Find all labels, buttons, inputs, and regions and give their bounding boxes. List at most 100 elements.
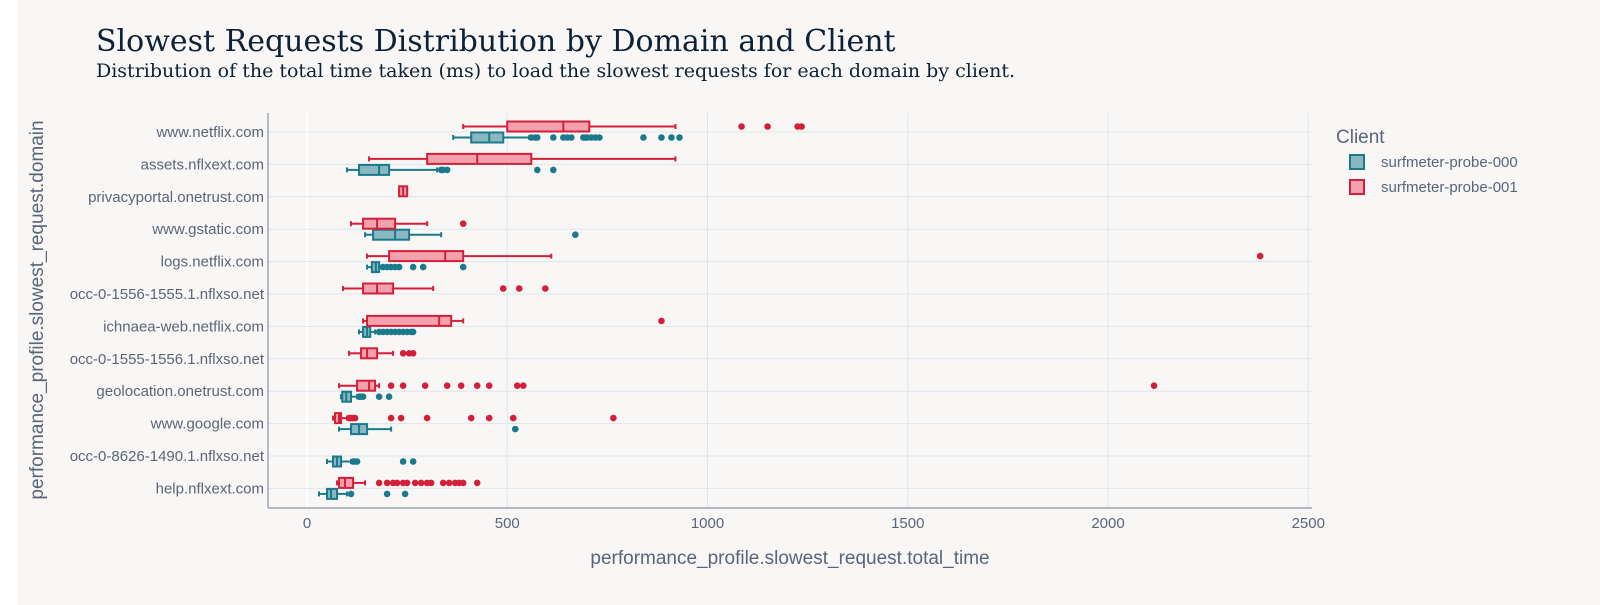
outlier-point	[411, 479, 419, 487]
box-surfmeter-probe-000-help.nflxext.com	[318, 487, 409, 500]
outlier-point	[409, 263, 417, 271]
y-tick-label: occ-0-1556-1555.1.nflxso.net	[70, 286, 265, 303]
outlier-point	[473, 479, 481, 487]
outlier-point	[572, 231, 579, 238]
outlier-point	[1150, 382, 1158, 390]
x-tick-label: 1000	[691, 515, 724, 532]
box-iqr	[362, 217, 397, 230]
outlier-point	[351, 414, 359, 422]
grid-lines	[268, 113, 1312, 508]
outlier-point	[459, 479, 467, 487]
outlier-point	[1256, 252, 1264, 260]
outlier-point	[439, 479, 447, 487]
y-tick-label: www.google.com	[150, 416, 264, 433]
outlier-point	[383, 479, 391, 487]
x-tick-label: 2500	[1292, 515, 1325, 532]
box-surfmeter-probe-000-www.google.com	[338, 423, 519, 436]
outlier-point	[798, 123, 805, 130]
outlier-point	[658, 134, 665, 141]
box-surfmeter-probe-000-www.gstatic.com	[364, 228, 579, 241]
outlier-point	[640, 134, 647, 141]
legend-title: Client	[1336, 127, 1385, 148]
outlier-point	[485, 414, 493, 422]
box-iqr	[358, 163, 391, 176]
box-iqr	[372, 228, 411, 241]
outlier-point	[550, 166, 557, 174]
outlier-point	[533, 166, 541, 174]
box-iqr	[426, 152, 533, 165]
outlier-point	[764, 123, 771, 130]
outlier-point	[375, 479, 383, 487]
legend-swatch	[1349, 154, 1365, 170]
box-surfmeter-probe-001-occ-0-1555-1556.1.nflxso.net	[348, 347, 417, 360]
chart-subtitle: Distribution of the total time taken (ms…	[96, 60, 1016, 82]
outlier-point	[399, 382, 407, 390]
x-tick-label: 1500	[891, 515, 924, 532]
box-iqr	[506, 120, 591, 133]
box-iqr	[388, 250, 465, 263]
box-surfmeter-probe-001-occ-0-1556-1555.1.nflxso.net	[342, 282, 549, 295]
box-surfmeter-probe-000-assets.nflxext.com	[346, 163, 557, 176]
outlier-point	[499, 285, 507, 292]
outlier-point	[533, 134, 541, 141]
x-tick-label: 500	[495, 515, 520, 532]
outlier-point	[409, 458, 417, 465]
y-axis-title: performance_profile.slowest_request.doma…	[27, 120, 48, 499]
box-surfmeter-probe-000-ichnaea-web.netflix.com	[358, 325, 417, 338]
outlier-point	[359, 393, 367, 401]
box-surfmeter-probe-001-www.gstatic.com	[350, 217, 467, 230]
box-surfmeter-probe-001-ichnaea-web.netflix.com	[362, 314, 665, 327]
outlier-point	[383, 490, 391, 498]
outlier-point	[467, 414, 475, 422]
outlier-point	[658, 317, 665, 325]
y-tick-label: occ-0-8626-1490.1.nflxso.net	[70, 448, 265, 465]
outlier-point	[511, 425, 519, 433]
box-iqr	[334, 412, 343, 425]
outlier-point	[443, 166, 451, 174]
x-axis-title: performance_profile.slowest_request.tota…	[590, 548, 989, 569]
box-iqr	[362, 282, 395, 295]
y-tick-label: www.netflix.com	[155, 124, 264, 141]
outlier-point	[419, 263, 427, 271]
outlier-point	[399, 458, 407, 465]
outlier-point	[417, 479, 425, 487]
outlier-point	[387, 414, 395, 422]
box-marks	[318, 120, 1264, 500]
outlier-point	[676, 134, 683, 141]
outlier-point	[393, 479, 401, 487]
outlier-point	[459, 263, 467, 271]
legend-swatch	[1349, 179, 1365, 195]
outlier-point	[423, 414, 431, 422]
outlier-point	[399, 350, 407, 357]
outlier-point	[610, 414, 617, 422]
box-iqr	[360, 347, 379, 360]
y-tick-label: occ-0-1555-1556.1.nflxso.net	[70, 351, 265, 368]
outlier-point	[403, 479, 411, 487]
outlier-point	[387, 382, 395, 390]
outlier-point	[409, 328, 417, 336]
outlier-point	[473, 382, 481, 390]
outlier-point	[515, 285, 523, 292]
outlier-point	[541, 285, 549, 292]
box-iqr	[470, 131, 505, 144]
y-tick-label: logs.netflix.com	[161, 254, 264, 271]
box-iqr	[338, 476, 355, 489]
chart-card	[18, 0, 1600, 605]
legend-label: surfmeter-probe-001	[1381, 179, 1518, 196]
y-tick-label: help.nflxext.com	[156, 480, 264, 497]
outlier-point	[385, 393, 393, 401]
y-tick-label: www.gstatic.com	[151, 221, 264, 238]
box-iqr	[366, 314, 453, 327]
outlier-point	[568, 134, 575, 141]
y-tick-label: assets.nflxext.com	[141, 156, 264, 173]
box-surfmeter-probe-001-assets.nflxext.com	[368, 152, 677, 165]
outlier-point	[513, 382, 521, 390]
box-surfmeter-probe-001-geolocation.onetrust.com	[338, 379, 1158, 392]
outlier-point	[421, 382, 429, 390]
outlier-point	[409, 350, 417, 357]
box-surfmeter-probe-000-logs.netflix.com	[366, 261, 467, 274]
axes	[267, 113, 1312, 509]
box-iqr	[356, 379, 377, 392]
box-surfmeter-probe-001-logs.netflix.com	[366, 250, 1264, 263]
